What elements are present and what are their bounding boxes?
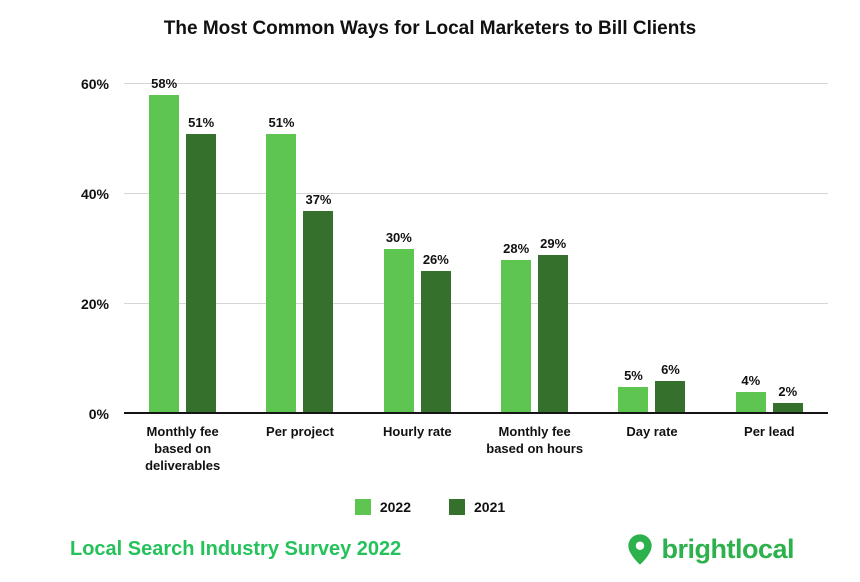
y-axis-tick-label: 0% — [88, 406, 109, 422]
bar-groups: 58% 51% 51% 37% 30% 26% 28% 29% 5% 6% 4% 2% — [124, 76, 828, 414]
x-axis-label: Monthly fee based on deliverables — [145, 424, 221, 473]
bar-2021 — [538, 254, 569, 414]
bar-value-label: 37% — [305, 191, 332, 207]
bar-unit-2022: 30% — [383, 84, 414, 414]
bar-unit-2022: 28% — [501, 84, 532, 414]
bar-group: 4% 2% — [711, 84, 828, 414]
bar-group: 5% 6% — [593, 84, 710, 414]
bar-chart: 0% 20% 40% 60% 58% 51% 51% 37% 30% 26% 28% 29% 5% 6% 4… — [81, 76, 828, 475]
bar-2021 — [655, 381, 686, 414]
bar-group: 30% 26% — [359, 84, 476, 414]
brand-name: brightlocal — [661, 534, 794, 564]
brand-logo: brightlocal — [626, 533, 794, 566]
bar-2022 — [501, 260, 532, 414]
x-axis-label: Per project — [266, 424, 334, 439]
bar-unit-2021: 6% — [655, 84, 686, 414]
bar-unit-2022: 5% — [618, 84, 649, 414]
legend-item-2021: 2021 — [449, 498, 506, 515]
chart-title: The Most Common Ways for Local Marketers… — [163, 18, 697, 39]
bar-unit-2021: 2% — [772, 84, 803, 414]
footer: Local Search Industry Survey 2022 bright… — [70, 533, 794, 566]
chart-legend: 2022 2021 — [0, 498, 860, 515]
legend-label: 2021 — [474, 498, 506, 515]
bar-unit-2022: 4% — [735, 84, 766, 414]
bar-2022 — [383, 249, 414, 414]
bar-value-label: 5% — [624, 367, 643, 383]
x-axis-label: Per lead — [744, 424, 795, 439]
y-axis-tick-label: 40% — [80, 186, 109, 202]
bar-2021 — [772, 403, 803, 414]
bar-group: 51% 37% — [241, 84, 358, 414]
bar-2022 — [266, 133, 297, 414]
legend-swatch — [354, 498, 371, 515]
legend-label: 2022 — [379, 498, 411, 515]
y-axis-tick-label: 20% — [80, 296, 109, 312]
bar-unit-2022: 51% — [266, 84, 297, 414]
bar-2022 — [149, 95, 180, 414]
bar-2021 — [186, 133, 217, 414]
x-axis-label: Day rate — [626, 424, 678, 439]
x-axis-line — [124, 412, 828, 414]
bar-value-label: 6% — [661, 362, 680, 377]
x-axis-labels: Monthly fee based on deliverables Per pro… — [124, 424, 828, 475]
bar-value-label: 26% — [422, 252, 449, 267]
bar-unit-2021: 37% — [303, 84, 334, 414]
bar-2022 — [735, 392, 766, 414]
brightlocal-pin-icon — [628, 534, 653, 565]
bar-value-label: 29% — [540, 235, 567, 251]
bar-value-label: 58% — [151, 76, 178, 91]
bar-unit-2021: 26% — [420, 84, 451, 414]
bar-value-label: 28% — [503, 241, 530, 256]
bar-value-label: 2% — [778, 384, 798, 399]
x-axis-label: Hourly rate — [383, 424, 452, 439]
legend-swatch — [449, 498, 465, 515]
bar-unit-2022: 58% — [149, 76, 180, 414]
bar-2022 — [618, 386, 649, 414]
bar-2021 — [303, 210, 334, 414]
gridline — [124, 193, 828, 194]
bar-value-label: 30% — [385, 230, 412, 245]
survey-label: Local Search Industry Survey 2022 — [70, 538, 402, 560]
y-axis-tick-label: 60% — [80, 76, 109, 92]
bar-2021 — [420, 271, 451, 414]
bar-group: 58% 51% — [124, 76, 241, 414]
legend-item-2022: 2022 — [354, 498, 411, 515]
plot-area: 0% 20% 40% 60% 58% 51% 51% 37% 30% 26% 28% 29% 5% 6% 4… — [81, 76, 828, 422]
bar-value-label: 4% — [741, 373, 761, 388]
bar-unit-2021: 29% — [538, 84, 569, 414]
gridline — [124, 83, 828, 84]
x-axis-label: Monthly fee based on hours — [486, 424, 584, 456]
bar-group: 28% 29% — [476, 84, 593, 414]
bar-unit-2021: 51% — [186, 84, 217, 414]
gridline — [124, 303, 828, 304]
bar-value-label: 51% — [268, 114, 295, 130]
bar-value-label: 51% — [188, 114, 215, 130]
